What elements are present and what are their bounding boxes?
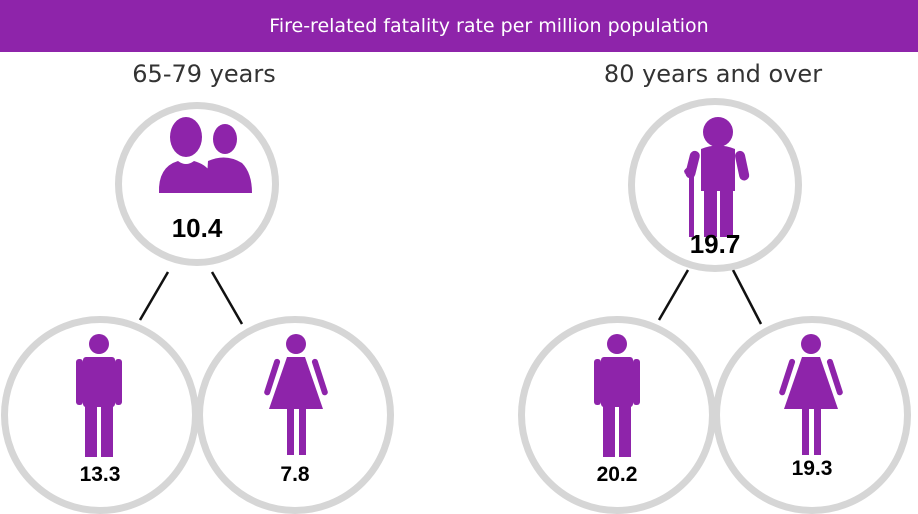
- connector-line: [731, 269, 763, 325]
- title-banner: Fire-related fatality rate per million p…: [0, 0, 918, 52]
- male-person-icon: [594, 334, 640, 457]
- female-circle-65-79: 7.8: [196, 316, 394, 514]
- connector-line: [210, 271, 244, 325]
- chart-title: Fire-related fatality rate per million p…: [269, 15, 709, 37]
- group-title-65-79: 65-79 years: [132, 60, 276, 88]
- value-total-65-79: 10.4: [171, 213, 223, 243]
- value-male-65-79: 13.3: [79, 463, 121, 486]
- female-circle-80-plus: 19.3: [713, 316, 911, 514]
- group-title-80-plus: 80 years and over: [603, 60, 823, 88]
- people-icon: [158, 117, 252, 193]
- total-circle-65-79: 10.4: [115, 102, 279, 266]
- connector-line: [657, 269, 690, 321]
- value-female-65-79: 7.8: [280, 463, 310, 486]
- elderly-person-icon: [684, 117, 750, 237]
- total-circle-80-plus: 19.7: [628, 98, 802, 272]
- connector-line: [138, 271, 170, 321]
- female-person-icon: [779, 334, 843, 455]
- male-person-icon: [76, 334, 122, 457]
- male-circle-65-79: 13.3: [1, 316, 199, 514]
- value-male-80-plus: 20.2: [596, 463, 638, 486]
- value-total-80-plus: 19.7: [689, 229, 741, 259]
- male-circle-80-plus: 20.2: [518, 316, 716, 514]
- value-female-80-plus: 19.3: [791, 457, 833, 480]
- female-person-icon: [264, 334, 328, 455]
